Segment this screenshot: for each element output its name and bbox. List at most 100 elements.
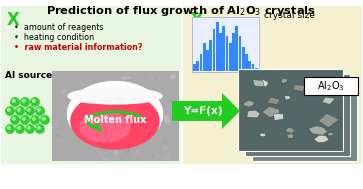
Bar <box>252 64 254 71</box>
Ellipse shape <box>80 107 85 112</box>
Ellipse shape <box>170 74 176 79</box>
Circle shape <box>6 125 14 133</box>
Ellipse shape <box>169 98 172 102</box>
Bar <box>232 33 235 71</box>
Ellipse shape <box>125 130 131 138</box>
Ellipse shape <box>167 75 176 81</box>
Text: Al source: Al source <box>5 71 52 80</box>
Ellipse shape <box>151 100 157 108</box>
Circle shape <box>37 126 40 129</box>
Text: Prediction of flux growth of Al$_2$O$_3$ crystals: Prediction of flux growth of Al$_2$O$_3$… <box>46 4 316 18</box>
Circle shape <box>33 99 35 102</box>
Text: Y=F(x): Y=F(x) <box>183 106 223 116</box>
FancyBboxPatch shape <box>1 6 181 164</box>
Circle shape <box>8 126 10 129</box>
Text: •  raw material information?: • raw material information? <box>14 43 143 52</box>
Circle shape <box>16 107 24 115</box>
Circle shape <box>17 126 20 129</box>
Bar <box>206 50 209 71</box>
Ellipse shape <box>162 139 168 145</box>
Ellipse shape <box>132 124 137 130</box>
Polygon shape <box>253 80 264 87</box>
Ellipse shape <box>56 134 60 137</box>
FancyBboxPatch shape <box>193 18 258 71</box>
FancyBboxPatch shape <box>304 77 358 95</box>
Circle shape <box>28 108 30 111</box>
Ellipse shape <box>77 114 82 120</box>
Polygon shape <box>244 100 254 107</box>
Ellipse shape <box>148 111 155 117</box>
Circle shape <box>26 107 34 115</box>
Ellipse shape <box>81 118 86 122</box>
Ellipse shape <box>162 144 168 151</box>
Polygon shape <box>262 106 280 117</box>
Ellipse shape <box>130 105 137 111</box>
Text: crystal size: crystal size <box>264 11 315 20</box>
Circle shape <box>28 126 30 129</box>
Circle shape <box>23 118 25 120</box>
Circle shape <box>23 99 25 102</box>
Ellipse shape <box>61 89 68 95</box>
Polygon shape <box>322 97 335 105</box>
Ellipse shape <box>146 128 150 136</box>
Ellipse shape <box>71 93 159 149</box>
Circle shape <box>37 108 40 111</box>
Ellipse shape <box>154 76 157 80</box>
FancyBboxPatch shape <box>252 79 357 161</box>
Ellipse shape <box>88 116 97 122</box>
Circle shape <box>41 116 49 124</box>
FancyBboxPatch shape <box>192 17 259 72</box>
Polygon shape <box>285 96 291 100</box>
Ellipse shape <box>151 153 154 157</box>
FancyBboxPatch shape <box>52 71 179 161</box>
Ellipse shape <box>121 77 132 80</box>
Ellipse shape <box>115 87 124 94</box>
Circle shape <box>11 116 19 124</box>
Ellipse shape <box>153 106 158 112</box>
Text: Molten flux: Molten flux <box>84 115 146 125</box>
Polygon shape <box>308 126 328 135</box>
Ellipse shape <box>54 111 62 116</box>
Bar <box>193 64 196 71</box>
Ellipse shape <box>74 92 79 98</box>
Bar <box>222 26 225 71</box>
Bar <box>196 60 199 71</box>
Polygon shape <box>273 114 284 120</box>
Circle shape <box>17 108 20 111</box>
Text: •  amount of reagents: • amount of reagents <box>14 23 103 32</box>
Ellipse shape <box>68 81 163 146</box>
Bar <box>255 67 258 71</box>
Circle shape <box>42 118 45 120</box>
Polygon shape <box>258 80 269 87</box>
Circle shape <box>8 108 10 111</box>
Ellipse shape <box>150 119 157 125</box>
Circle shape <box>12 99 15 102</box>
Polygon shape <box>267 97 280 104</box>
Ellipse shape <box>113 150 118 155</box>
Bar <box>209 40 212 71</box>
Polygon shape <box>281 78 288 84</box>
Ellipse shape <box>102 157 108 161</box>
Bar <box>248 60 251 71</box>
Circle shape <box>26 125 34 133</box>
Ellipse shape <box>98 150 104 156</box>
Ellipse shape <box>96 138 106 145</box>
Bar <box>245 53 248 71</box>
Bar <box>216 22 219 71</box>
FancyBboxPatch shape <box>183 6 362 164</box>
Polygon shape <box>287 133 294 138</box>
Polygon shape <box>293 84 305 92</box>
Bar <box>203 43 206 71</box>
Ellipse shape <box>164 153 171 160</box>
Bar <box>219 33 222 71</box>
Polygon shape <box>247 110 260 118</box>
Circle shape <box>36 125 44 133</box>
Circle shape <box>33 118 35 120</box>
Circle shape <box>16 125 24 133</box>
Circle shape <box>31 116 39 124</box>
Text: •  heating condition: • heating condition <box>14 33 94 42</box>
Ellipse shape <box>135 86 141 91</box>
Polygon shape <box>327 133 333 136</box>
Polygon shape <box>317 129 326 136</box>
Bar <box>200 53 203 71</box>
